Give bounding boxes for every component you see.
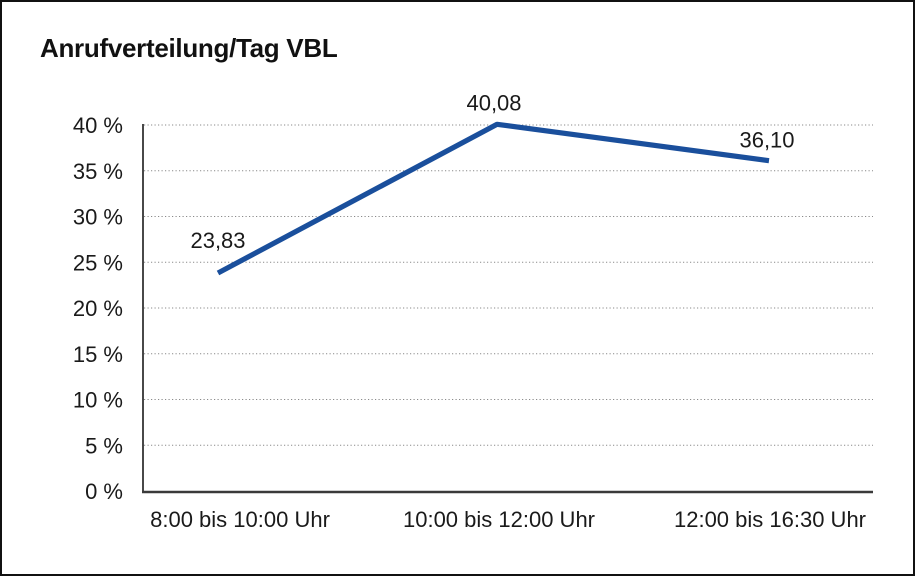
y-axis-tick-label: 30 % xyxy=(73,205,123,230)
y-axis-tick-label: 0 % xyxy=(85,479,123,504)
x-axis-category-label: 12:00 bis 16:30 Uhr xyxy=(674,507,866,532)
x-axis-category-label: 10:00 bis 12:00 Uhr xyxy=(403,507,595,532)
y-axis-tick-label: 10 % xyxy=(73,388,123,413)
x-axis-category-label: 8:00 bis 10:00 Uhr xyxy=(150,507,330,532)
data-series-line xyxy=(216,121,770,276)
y-axis-tick-label: 40 % xyxy=(73,113,123,138)
y-axis-tick-label: 15 % xyxy=(73,342,123,367)
y-axis-labels-group: 40 % 35 % 30 % 25 % 20 % 15 % 10 % 5 % 0 % xyxy=(73,113,123,504)
data-point-label: 23,83 xyxy=(190,228,245,253)
data-point-label: 40,08 xyxy=(466,90,521,115)
y-axis-tick-label: 35 % xyxy=(73,159,123,184)
chart-title: Anrufverteilung/Tag VBL xyxy=(40,33,338,63)
x-axis-labels-group: 8:00 bis 10:00 Uhr 10:00 bis 12:00 Uhr 12:… xyxy=(150,507,866,532)
data-point-label: 36,10 xyxy=(739,128,794,153)
axes-group xyxy=(142,124,873,494)
y-axis-tick-label: 25 % xyxy=(73,250,123,275)
data-series-group xyxy=(216,121,770,276)
y-axis-tick-label: 20 % xyxy=(73,296,123,321)
gridlines-group xyxy=(144,124,873,446)
data-point-labels-group: 23,83 40,08 36,10 xyxy=(190,90,794,253)
y-axis-tick-label: 5 % xyxy=(85,433,123,458)
